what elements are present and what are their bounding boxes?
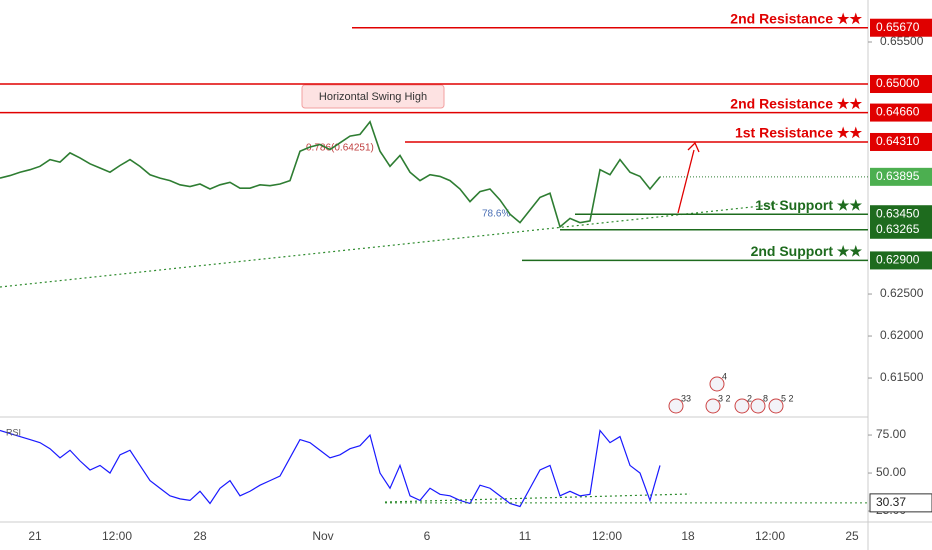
event-icon <box>668 398 684 414</box>
x-tick-label: 12:00 <box>592 529 622 543</box>
price-line <box>0 120 661 229</box>
level-label: 2nd Support ★★ <box>751 243 863 259</box>
x-tick-label: 11 <box>519 529 532 543</box>
annotation: 78.6% <box>482 209 510 220</box>
event-count: 33 <box>681 393 691 403</box>
event-count: 3 2 <box>718 393 731 403</box>
rsi-label-box <box>869 493 932 513</box>
price-label-box <box>870 167 932 186</box>
y-tick-label: 0.65500 <box>880 34 924 48</box>
x-tick-label: 21 <box>28 529 42 543</box>
price-label: 0.64310 <box>876 134 920 148</box>
rsi-trend-line <box>384 493 691 503</box>
price-label: 0.63450 <box>876 206 920 220</box>
annotation: 0.786(0.64251) <box>306 143 374 154</box>
annotation-box <box>301 84 445 109</box>
price-label: 0.64660 <box>876 105 920 119</box>
price-label-box <box>870 132 932 151</box>
x-tick-label: 12:00 <box>755 529 785 543</box>
level-label: 1st Support ★★ <box>755 197 862 213</box>
price-label: 0.62900 <box>876 253 920 267</box>
x-tick-label: 12:00 <box>102 529 132 543</box>
event-icon <box>705 398 721 414</box>
rsi-line <box>0 429 661 508</box>
level-label: 1st Resistance ★★ <box>735 125 862 141</box>
rsi-label: 30.37 <box>876 495 906 509</box>
price-label: 0.63895 <box>876 169 920 183</box>
price-label-box <box>870 18 932 37</box>
event-count: 8 <box>763 393 768 403</box>
event-count: 2 <box>747 393 752 403</box>
x-tick-label: 6 <box>424 529 431 543</box>
event-count: 5 2 <box>781 393 794 403</box>
rsi-name: RSI <box>6 427 21 437</box>
annotation: Horizontal Swing High <box>319 91 427 103</box>
y-tick-label: 0.61500 <box>880 370 924 384</box>
rsi-tick-label: 50.00 <box>876 465 906 479</box>
price-label: 0.65000 <box>876 76 920 90</box>
price-label-box <box>870 103 932 122</box>
event-count: 4 <box>722 371 727 381</box>
projection-arrow <box>677 149 695 214</box>
price-label: 0.65670 <box>876 20 920 34</box>
level-label: 2nd Resistance ★★ <box>730 95 862 111</box>
x-tick-label: 18 <box>681 529 695 543</box>
arrow-head <box>687 141 700 153</box>
rsi-tick-label: 75.00 <box>876 427 906 441</box>
event-icon <box>768 398 784 414</box>
event-icon <box>750 398 766 414</box>
price-label-box <box>870 220 932 239</box>
event-icon <box>734 398 750 414</box>
x-tick-label: 28 <box>193 529 207 543</box>
price-label-box <box>870 75 932 94</box>
trend-line <box>0 203 781 288</box>
x-tick-label: 25 <box>845 529 859 543</box>
y-tick-label: 0.62500 <box>880 286 924 300</box>
price-label-box <box>870 205 932 224</box>
price-label: 0.63265 <box>876 222 920 236</box>
x-tick-label: Nov <box>312 529 333 543</box>
price-label-box <box>870 251 932 270</box>
y-tick-label: 0.62000 <box>880 328 924 342</box>
level-label: 2nd Resistance ★★ <box>730 10 862 26</box>
event-icon <box>709 376 725 392</box>
